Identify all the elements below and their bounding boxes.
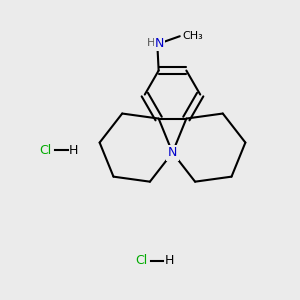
Text: Cl: Cl <box>135 254 147 268</box>
Text: H: H <box>146 38 155 48</box>
Text: CH₃: CH₃ <box>182 31 203 41</box>
Text: N: N <box>168 146 177 159</box>
Text: N: N <box>155 37 164 50</box>
Text: Cl: Cl <box>39 143 51 157</box>
Text: H: H <box>69 143 78 157</box>
Text: H: H <box>165 254 174 268</box>
